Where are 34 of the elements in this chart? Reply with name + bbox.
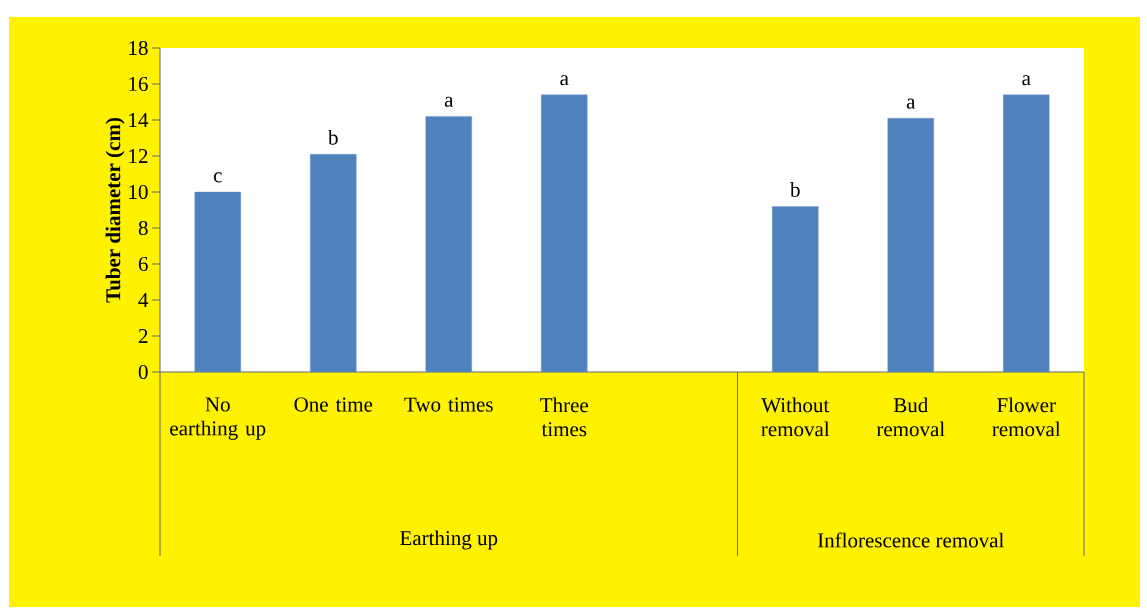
bar xyxy=(425,116,472,373)
bar xyxy=(887,118,934,373)
annotation: b xyxy=(328,129,338,145)
y-tick-label: 16 xyxy=(129,76,148,92)
y-tick-label: 6 xyxy=(138,256,148,272)
y-tick-label: 8 xyxy=(138,220,148,236)
bar xyxy=(772,206,819,373)
y-tick-label: 0 xyxy=(138,364,148,380)
annotation: a xyxy=(444,96,454,107)
text: Inflorescence removal xyxy=(817,532,1004,548)
y-tick-label: 2 xyxy=(138,329,148,343)
x-tick-label: Bud removal xyxy=(876,397,945,437)
y-tick-label: 12 xyxy=(129,149,148,163)
x-tick-label: Without removal xyxy=(761,397,830,437)
annotation: b xyxy=(790,182,800,197)
y-tick-label: 14 xyxy=(129,113,149,127)
annotation: a xyxy=(1022,75,1031,86)
x-tick-label: No earthing up xyxy=(170,397,266,440)
x-tick-label: Flower removal xyxy=(992,397,1061,437)
y-tick-label: 10 xyxy=(129,184,148,200)
annotation: a xyxy=(906,98,916,109)
bar xyxy=(310,154,357,373)
annotation: a xyxy=(560,75,569,86)
text: Earthing up xyxy=(400,530,498,550)
bar xyxy=(541,94,588,373)
bar xyxy=(1003,94,1050,373)
x-tick-label: Three times xyxy=(540,397,589,437)
bar xyxy=(194,191,241,373)
x-tick-label: One time xyxy=(294,397,373,412)
y-tick-label: 4 xyxy=(138,293,149,307)
y-tick-label: 18 xyxy=(129,40,148,56)
annotation: c xyxy=(213,172,222,183)
y-axis-title: Tuber diameter (cm) xyxy=(105,117,125,303)
x-tick-label: Two times xyxy=(404,397,493,412)
